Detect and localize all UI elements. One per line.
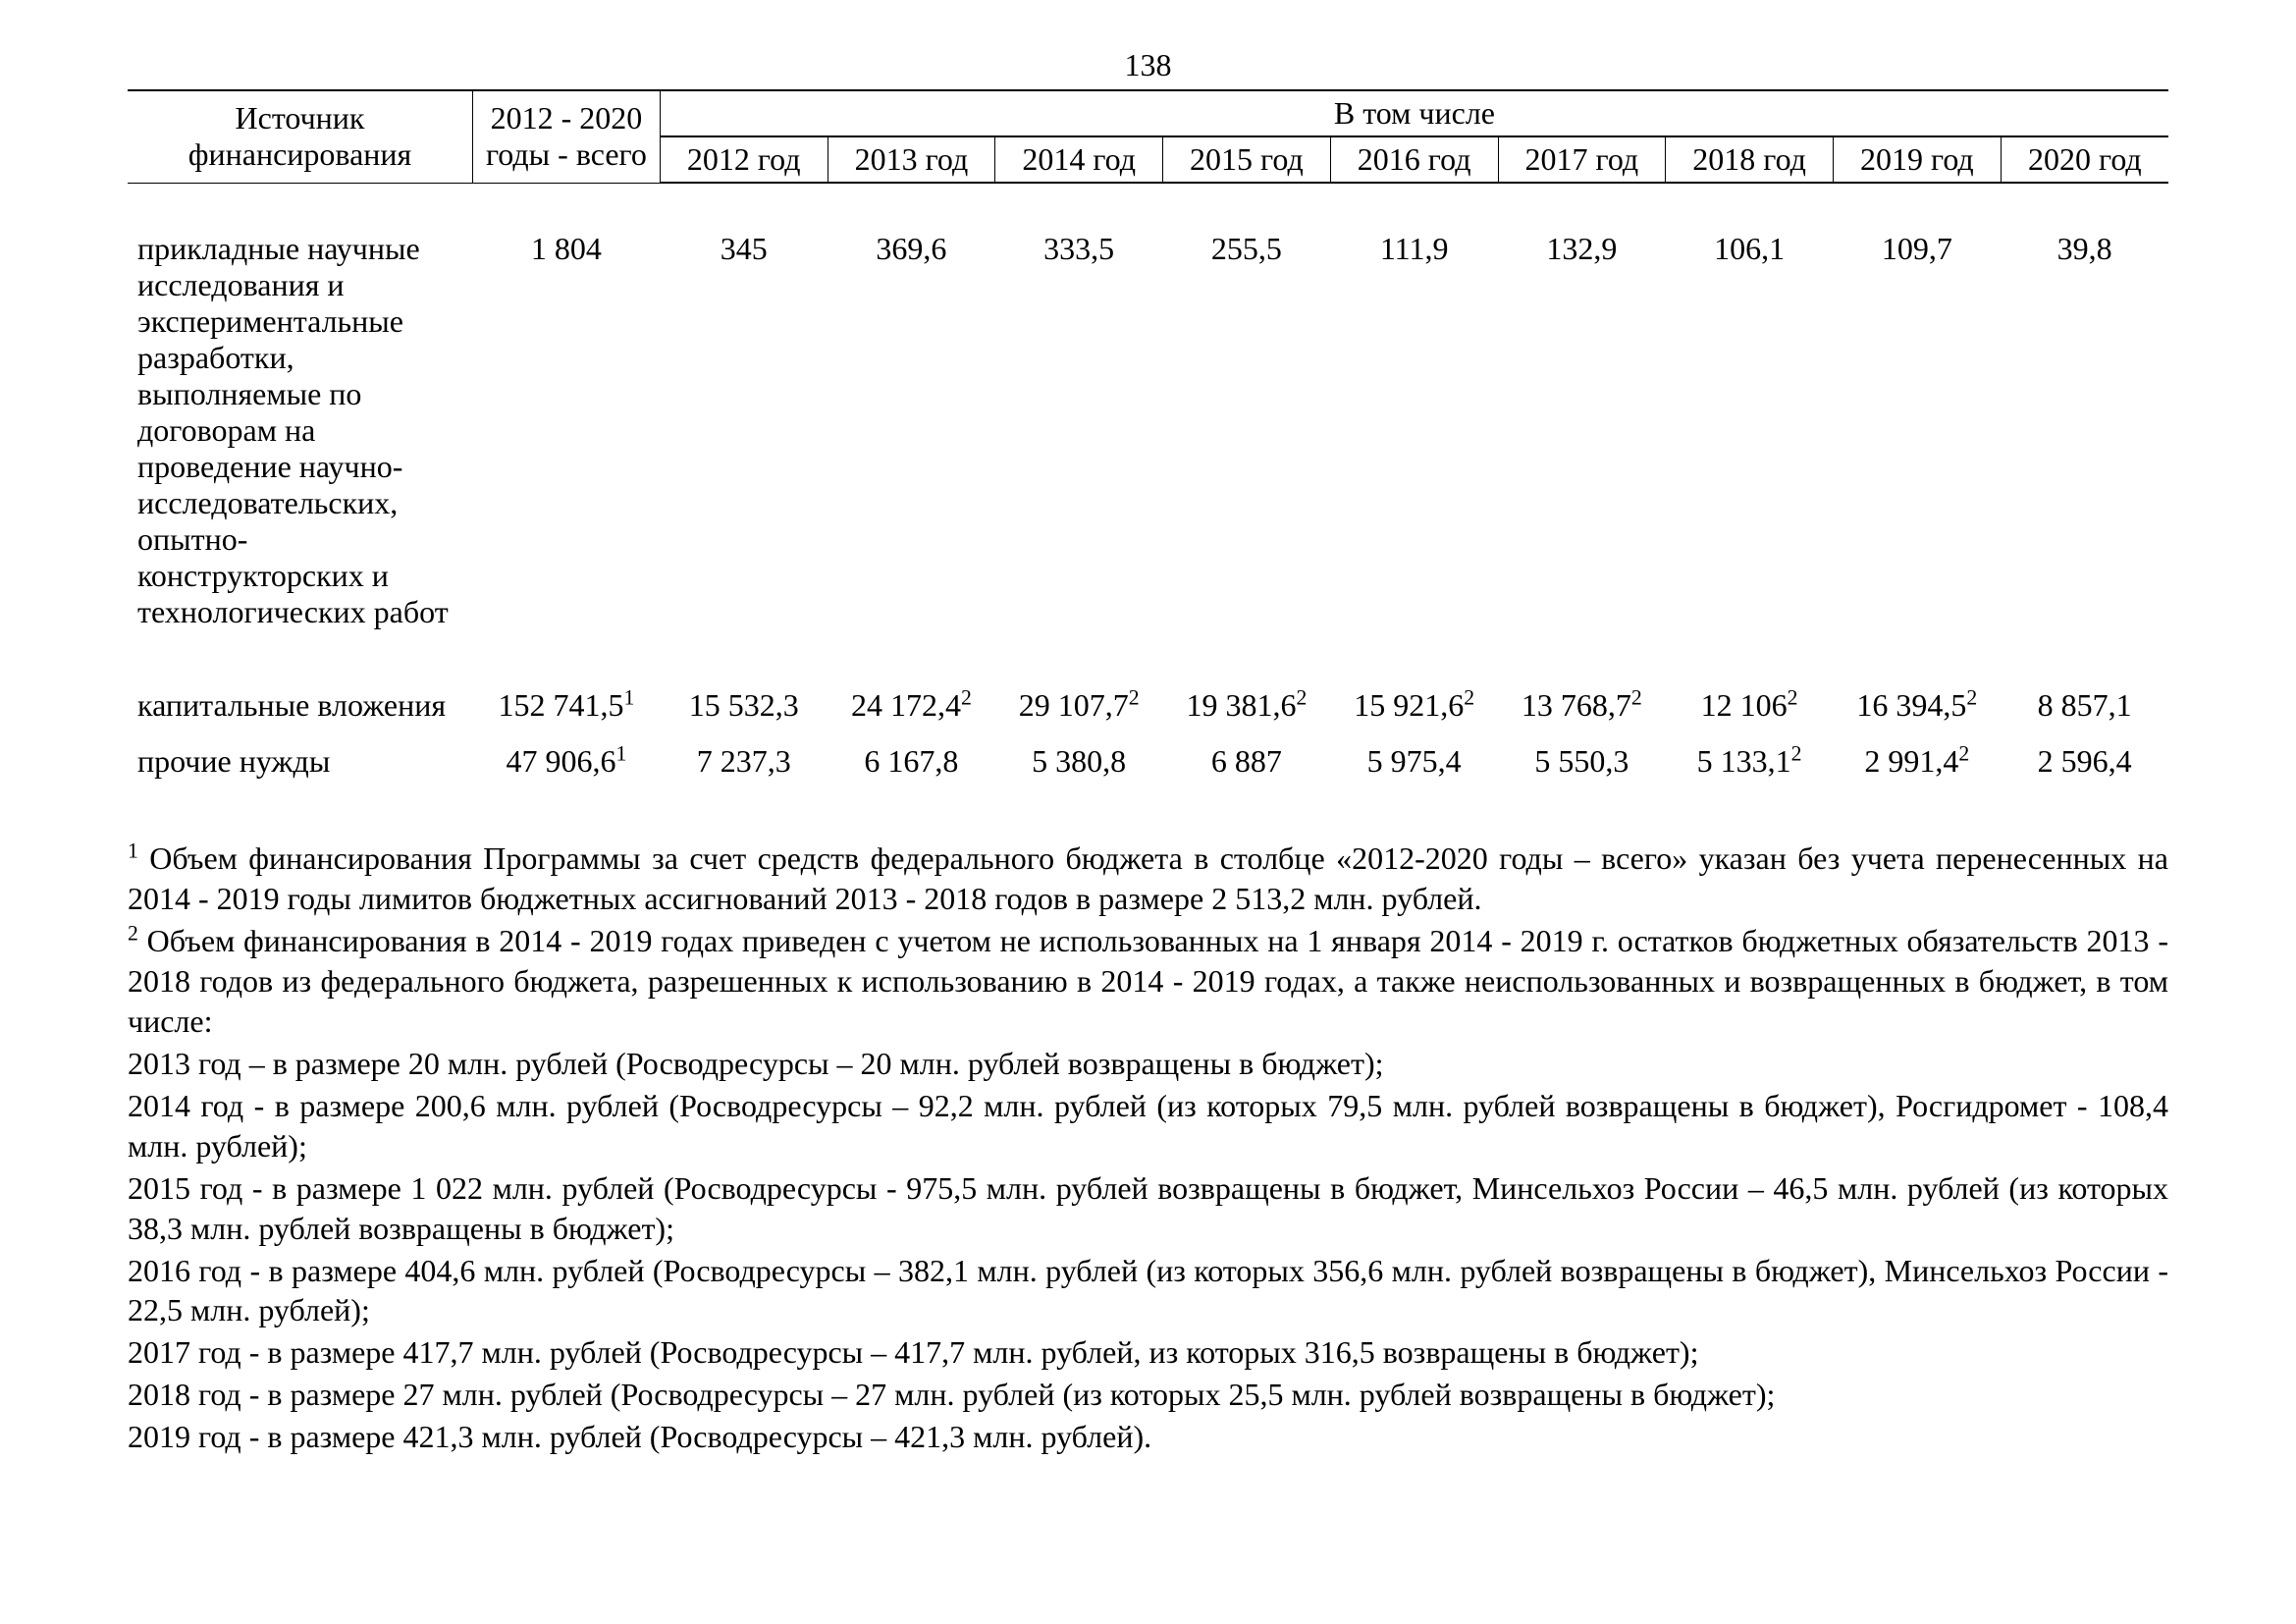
- row-cell: 345: [660, 221, 828, 640]
- row-cell: 5 133,12: [1666, 733, 1834, 789]
- footnote-text: Объем финансирования Программы за счет с…: [128, 840, 2168, 916]
- footnote-text: Объем финансирования в 2014 - 2019 годах…: [128, 923, 2168, 1039]
- table-row: прочие нужды47 906,617 237,36 167,85 380…: [128, 733, 2168, 789]
- col-header-total: 2012 - 2020 годы - всего: [473, 90, 661, 183]
- row-cell: 5 975,4: [1330, 733, 1498, 789]
- row-cell: 6 887: [1163, 733, 1331, 789]
- row-total: 1 804: [473, 221, 661, 640]
- col-header-source: Источник финансирования: [128, 90, 473, 183]
- footnote-marker: 2: [128, 921, 138, 945]
- footnote-2-item: 2015 год - в размере 1 022 млн. рублей (…: [128, 1168, 2168, 1249]
- row-cell: 16 394,52: [1833, 677, 2001, 733]
- row-cell: 255,5: [1163, 221, 1331, 640]
- footnotes-block: 1 Объем финансирования Программы за счет…: [128, 839, 2168, 1457]
- row-cell: 111,9: [1330, 221, 1498, 640]
- row-cell: 2 596,4: [2001, 733, 2168, 789]
- footnote-2-item: 2018 год - в размере 27 млн. рублей (Рос…: [128, 1375, 2168, 1415]
- footnote-2-lead: 2 Объем финансирования в 2014 - 2019 год…: [128, 921, 2168, 1042]
- row-cell: 7 237,3: [660, 733, 828, 789]
- row-cell: 5 380,8: [995, 733, 1163, 789]
- row-label: прикладные научные исследования и экспер…: [128, 221, 473, 640]
- row-label: прочие нужды: [128, 733, 473, 789]
- row-cell: 5 550,3: [1498, 733, 1666, 789]
- row-cell: 6 167,8: [828, 733, 995, 789]
- financing-table: Источник финансирования 2012 - 2020 годы…: [128, 89, 2168, 789]
- row-cell: 12 1062: [1666, 677, 1834, 733]
- page-number: 138: [128, 47, 2168, 83]
- footnote-1: 1 Объем финансирования Программы за счет…: [128, 839, 2168, 919]
- row-cell: 13 768,72: [1498, 677, 1666, 733]
- col-header-year: 2018 год: [1666, 136, 1834, 183]
- row-cell: 132,9: [1498, 221, 1666, 640]
- table-header: Источник финансирования 2012 - 2020 годы…: [128, 90, 2168, 183]
- col-header-year: 2019 год: [1833, 136, 2001, 183]
- col-header-year: 2015 год: [1163, 136, 1331, 183]
- row-total: 47 906,61: [473, 733, 661, 789]
- col-header-year: 2017 год: [1498, 136, 1666, 183]
- row-cell: 333,5: [995, 221, 1163, 640]
- col-header-year: 2020 год: [2001, 136, 2168, 183]
- footnote-2-item: 2013 год – в размере 20 млн. рублей (Рос…: [128, 1044, 2168, 1084]
- table-row: капитальные вложения152 741,5115 532,324…: [128, 677, 2168, 733]
- row-cell: 29 107,72: [995, 677, 1163, 733]
- row-cell: 109,7: [1833, 221, 2001, 640]
- footnote-marker: 1: [128, 839, 138, 862]
- row-cell: 15 532,3: [660, 677, 828, 733]
- table-row: прикладные научные исследования и экспер…: [128, 221, 2168, 640]
- row-cell: 19 381,62: [1163, 677, 1331, 733]
- col-header-year: 2013 год: [828, 136, 995, 183]
- col-header-year: 2014 год: [995, 136, 1163, 183]
- row-cell: 24 172,42: [828, 677, 995, 733]
- table-body: прикладные научные исследования и экспер…: [128, 183, 2168, 789]
- row-cell: 8 857,1: [2001, 677, 2168, 733]
- row-cell: 106,1: [1666, 221, 1834, 640]
- row-total: 152 741,51: [473, 677, 661, 733]
- col-header-year: 2016 год: [1330, 136, 1498, 183]
- footnote-2-item: 2017 год - в размере 417,7 млн. рублей (…: [128, 1332, 2168, 1373]
- row-cell: 39,8: [2001, 221, 2168, 640]
- page-container: 138 Источник финансирования 2012 - 2020 …: [0, 0, 2296, 1518]
- row-label: капитальные вложения: [128, 677, 473, 733]
- row-cell: 2 991,42: [1833, 733, 2001, 789]
- col-header-year: 2012 год: [660, 136, 828, 183]
- row-cell: 15 921,62: [1330, 677, 1498, 733]
- footnote-2-item: 2019 год - в размере 421,3 млн. рублей (…: [128, 1417, 2168, 1457]
- row-cell: 369,6: [828, 221, 995, 640]
- col-header-group: В том числе: [660, 90, 2168, 136]
- footnote-2-item: 2014 год - в размере 200,6 млн. рублей (…: [128, 1086, 2168, 1166]
- footnote-2-item: 2016 год - в размере 404,6 млн. рублей (…: [128, 1251, 2168, 1331]
